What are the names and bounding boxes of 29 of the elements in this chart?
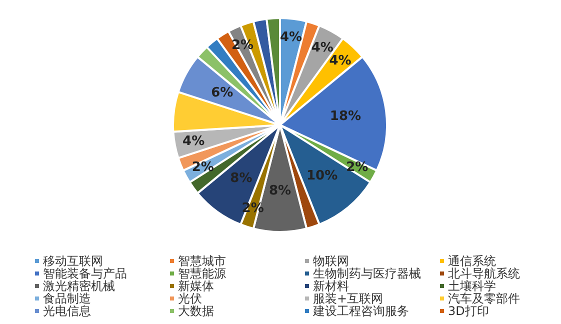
legend-label: 食品制造 (43, 292, 91, 306)
legend-label: 3D打印 (448, 304, 489, 318)
legend-label: 土壤科学 (448, 279, 496, 293)
data-label: 8% (268, 184, 292, 198)
legend-label: 智能装备与产品 (43, 266, 127, 280)
legend-label: 移动互联网 (43, 254, 103, 268)
legend-label: 智慧能源 (178, 266, 226, 280)
legend-label: 大数据 (178, 304, 214, 318)
data-label: 8% (230, 170, 252, 186)
data-label: 2% (242, 201, 264, 216)
data-label: 4% (182, 134, 205, 149)
legend-label: 物联网 (313, 254, 349, 268)
legend-label: 激光精密机械 (43, 279, 115, 293)
legend-label: 光伏 (178, 292, 202, 306)
data-label: 18% (330, 109, 362, 124)
legend-label: 汽车及零部件 (448, 292, 520, 306)
legend-label: 建设工程咨询服务 (312, 304, 409, 318)
data-label: 6% (211, 86, 234, 101)
legend-label: 通信系统 (448, 254, 496, 268)
data-label: 4% (311, 40, 334, 56)
legend-label: 新媒体 (178, 279, 214, 293)
legend-label: 生物制药与医疗器械 (313, 266, 421, 280)
legend-label: 北斗导航系统 (448, 266, 520, 280)
data-label: 10% (306, 168, 338, 184)
legend-label: 服装+互联网 (313, 292, 384, 306)
legend-label: 新材料 (313, 279, 349, 293)
data-label: 4% (329, 53, 352, 68)
legend-label: 智慧城市 (178, 254, 226, 268)
legend-label: 光电信息 (43, 304, 91, 318)
